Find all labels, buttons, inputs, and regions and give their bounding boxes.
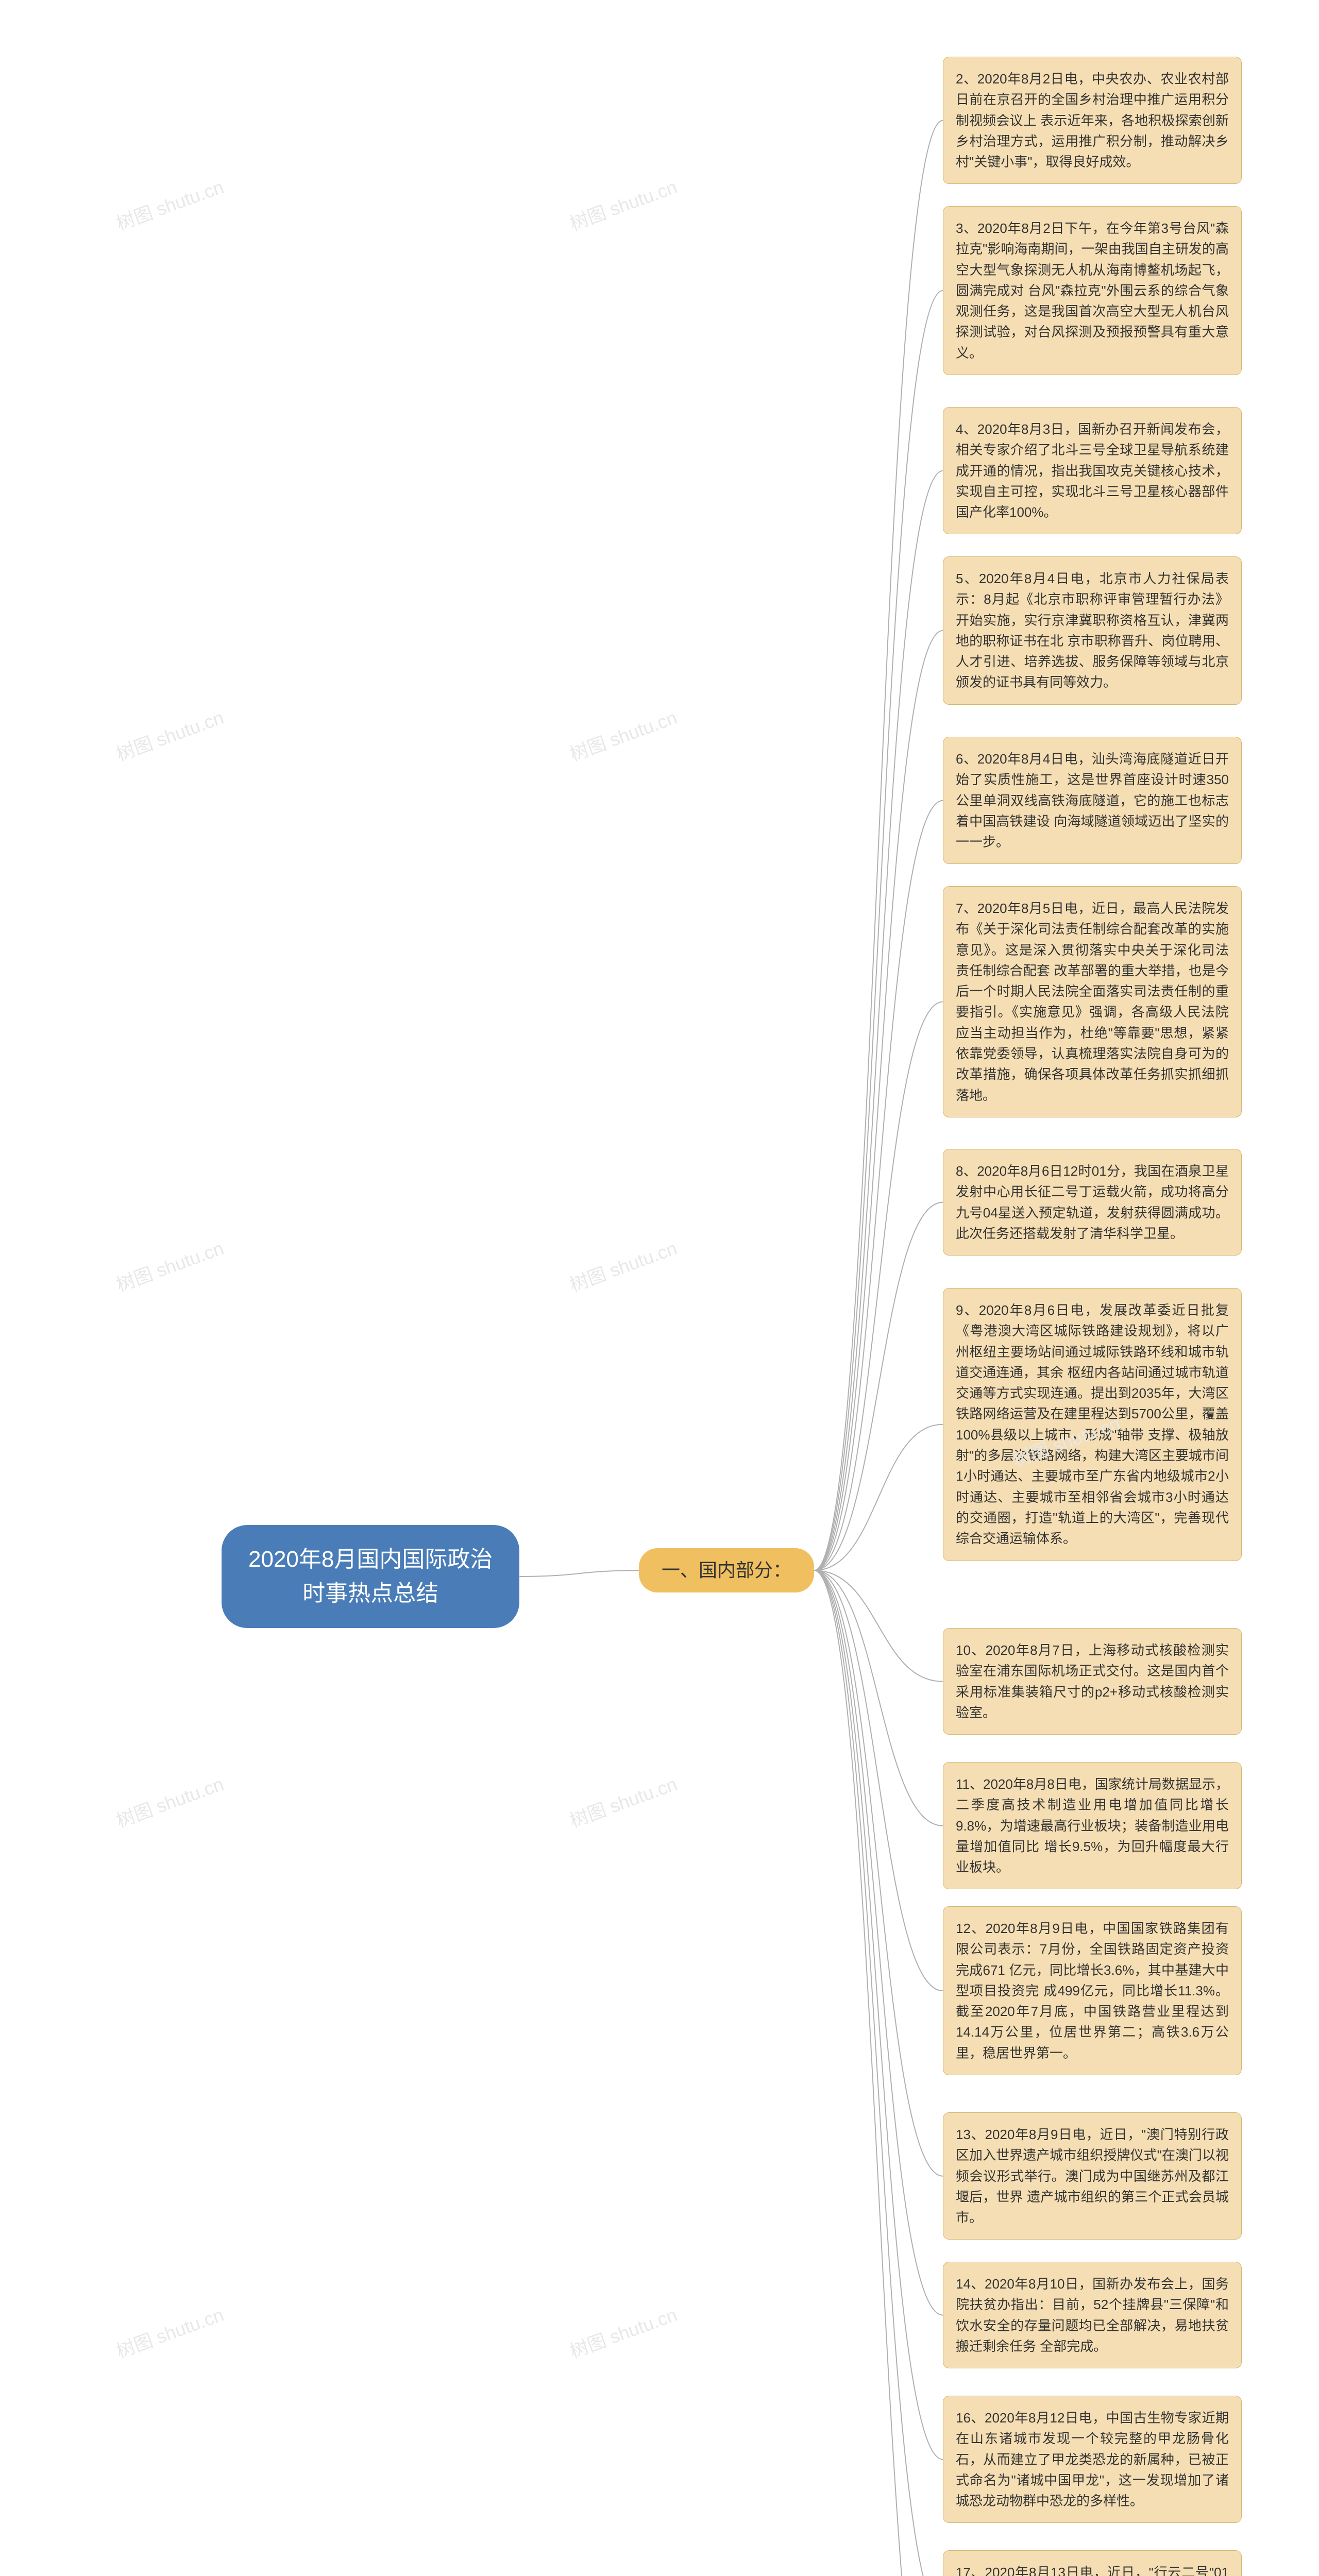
leaf-node[interactable]: 9、2020年8月6日电，发展改革委近日批复《粤港澳大湾区城际铁路建设规划》，将… (943, 1288, 1242, 1561)
leaf-node[interactable]: 4、2020年8月3日，国新办召开新闻发布会，相关专家介绍了北斗三号全球卫星导航… (943, 407, 1242, 534)
section-node[interactable]: 一、国内部分： (639, 1548, 814, 1592)
leaf-node[interactable]: 6、2020年8月4日电，汕头湾海底隧道近日开始了实质性施工，这是世界首座设计时… (943, 737, 1242, 864)
leaf-node[interactable]: 13、2020年8月9日电，近日，"澳门特别行政区加入世界遗产城市组织授牌仪式"… (943, 2112, 1242, 2240)
leaf-node[interactable]: 3、2020年8月2日下午，在今年第3号台风"森拉克"影响海南期间，一架由我国自… (943, 206, 1242, 375)
leaf-node[interactable]: 11、2020年8月8日电，国家统计局数据显示，二季度高技术制造业用电增加值同比… (943, 1762, 1242, 1889)
leaf-node[interactable]: 14、2020年8月10日，国新办发布会上，国务院扶贫办指出：目前，52个挂牌县… (943, 2262, 1242, 2368)
leaf-node[interactable]: 10、2020年8月7日，上海移动式核酸检测实验室在浦东国际机场正式交付。这是国… (943, 1628, 1242, 1735)
leaf-node[interactable]: 7、2020年8月5日电，近日，最高人民法院发布《关于深化司法责任制综合配套改革… (943, 886, 1242, 1117)
root-node[interactable]: 2020年8月国内国际政治 时事热点总结 (222, 1525, 519, 1628)
leaf-node[interactable]: 5、2020年8月4日电，北京市人力社保局表示：8月起《北京市职称评审管理暂行办… (943, 556, 1242, 705)
leaf-node[interactable]: 2、2020年8月2日电，中央农办、农业农村部日前在京召开的全国乡村治理中推广运… (943, 57, 1242, 184)
leaf-node[interactable]: 17、2020年8月13日电，近日，"行云二号"01 星、02星 之间实现了建链… (943, 2550, 1242, 2576)
leaf-node[interactable]: 12、2020年8月9日电，中国国家铁路集团有限公司表示：7月份，全国铁路固定资… (943, 1906, 1242, 2075)
leaf-node[interactable]: 16、2020年8月12日电，中国古生物专家近期在山东诸城市发现一个较完整的甲龙… (943, 2396, 1242, 2523)
leaf-node[interactable]: 8、2020年8月6日12时01分，我国在酒泉卫星发射中心用长征二号丁运载火箭，… (943, 1149, 1242, 1256)
